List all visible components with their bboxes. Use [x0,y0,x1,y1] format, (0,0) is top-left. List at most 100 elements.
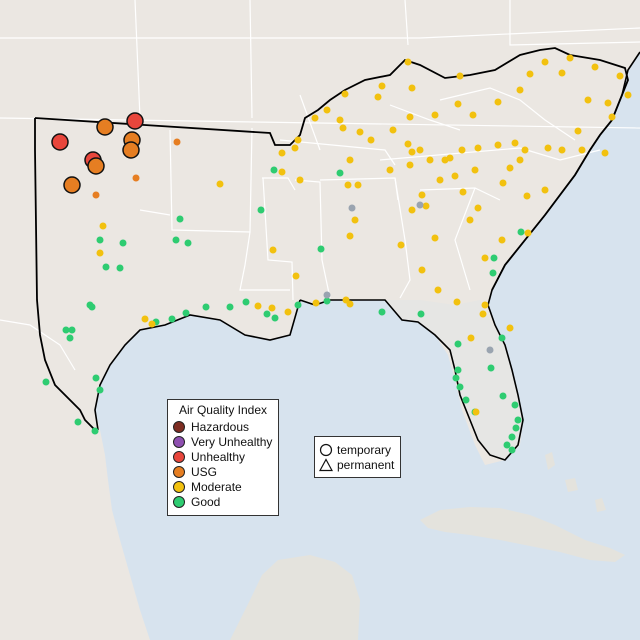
monitor-marker[interactable] [487,364,495,372]
monitor-marker[interactable] [102,263,110,271]
monitor-marker[interactable] [42,378,50,386]
monitor-marker[interactable] [96,249,104,257]
monitor-marker[interactable] [268,304,276,312]
monitor-marker[interactable] [616,72,624,80]
monitor-marker[interactable] [503,441,511,449]
monitor-marker[interactable] [506,164,514,172]
monitor-marker[interactable] [608,113,616,121]
monitor-marker[interactable] [474,204,482,212]
monitor-marker[interactable] [122,141,140,159]
monitor-marker[interactable] [456,72,464,80]
monitor-marker[interactable] [494,98,502,106]
monitor-marker[interactable] [426,156,434,164]
monitor-marker[interactable] [524,229,532,237]
monitor-marker[interactable] [291,144,299,152]
monitor-marker[interactable] [472,408,480,416]
monitor-marker[interactable] [558,69,566,77]
monitor-marker[interactable] [270,166,278,174]
monitor-marker[interactable] [323,106,331,114]
monitor-marker[interactable] [96,386,104,394]
monitor-marker[interactable] [508,433,516,441]
monitor-marker[interactable] [416,201,424,209]
monitor-marker[interactable] [462,396,470,404]
monitor-marker[interactable] [517,228,525,236]
monitor-marker[interactable] [516,156,524,164]
monitor-marker[interactable] [62,326,70,334]
monitor-marker[interactable] [458,146,466,154]
monitor-marker[interactable] [126,112,144,130]
monitor-marker[interactable] [254,302,262,310]
monitor-marker[interactable] [417,310,425,318]
monitor-marker[interactable] [422,202,430,210]
monitor-marker[interactable] [173,138,181,146]
monitor-marker[interactable] [341,90,349,98]
monitor-marker[interactable] [471,166,479,174]
monitor-marker[interactable] [184,239,192,247]
monitor-marker[interactable] [544,144,552,152]
monitor-marker[interactable] [506,324,514,332]
monitor-marker[interactable] [339,124,347,132]
monitor-marker[interactable] [346,156,354,164]
monitor-marker[interactable] [486,346,494,354]
monitor-marker[interactable] [454,340,462,348]
monitor-marker[interactable] [354,181,362,189]
monitor-marker[interactable] [591,63,599,71]
monitor-marker[interactable] [434,286,442,294]
monitor-marker[interactable] [99,222,107,230]
monitor-marker[interactable] [601,149,609,157]
monitor-marker[interactable] [312,299,320,307]
monitor-marker[interactable] [408,148,416,156]
monitor-marker[interactable] [323,297,331,305]
monitor-marker[interactable] [51,133,69,151]
monitor-marker[interactable] [416,146,424,154]
monitor-marker[interactable] [257,206,265,214]
monitor-marker[interactable] [481,254,489,262]
monitor-marker[interactable] [386,166,394,174]
monitor-marker[interactable] [489,269,497,277]
monitor-marker[interactable] [119,239,127,247]
monitor-marker[interactable] [418,191,426,199]
monitor-marker[interactable] [91,427,99,435]
monitor-marker[interactable] [490,254,498,262]
monitor-marker[interactable] [348,204,356,212]
monitor-marker[interactable] [494,141,502,149]
monitor-marker[interactable] [453,298,461,306]
monitor-marker[interactable] [499,179,507,187]
monitor-marker[interactable] [604,99,612,107]
monitor-marker[interactable] [226,303,234,311]
monitor-marker[interactable] [351,216,359,224]
monitor-marker[interactable] [74,418,82,426]
monitor-marker[interactable] [284,308,292,316]
monitor-marker[interactable] [441,156,449,164]
monitor-marker[interactable] [508,446,516,454]
monitor-marker[interactable] [141,315,149,323]
monitor-marker[interactable] [498,236,506,244]
monitor-marker[interactable] [367,136,375,144]
monitor-marker[interactable] [378,82,386,90]
monitor-marker[interactable] [514,416,522,424]
monitor-marker[interactable] [344,181,352,189]
monitor-marker[interactable] [87,157,105,175]
monitor-marker[interactable] [467,334,475,342]
monitor-marker[interactable] [521,146,529,154]
monitor-marker[interactable] [558,146,566,154]
monitor-marker[interactable] [294,136,302,144]
monitor-marker[interactable] [336,169,344,177]
monitor-marker[interactable] [346,232,354,240]
monitor-marker[interactable] [526,70,534,78]
monitor-marker[interactable] [269,246,277,254]
monitor-marker[interactable] [584,96,592,104]
monitor-marker[interactable] [578,146,586,154]
monitor-marker[interactable] [436,176,444,184]
monitor-marker[interactable] [378,308,386,316]
monitor-marker[interactable] [404,58,412,66]
monitor-marker[interactable] [88,303,96,311]
monitor-marker[interactable] [406,113,414,121]
monitor-marker[interactable] [574,127,582,135]
monitor-marker[interactable] [96,118,114,136]
monitor-marker[interactable] [499,392,507,400]
monitor-marker[interactable] [454,100,462,108]
monitor-marker[interactable] [541,58,549,66]
monitor-marker[interactable] [168,315,176,323]
monitor-marker[interactable] [454,366,462,374]
